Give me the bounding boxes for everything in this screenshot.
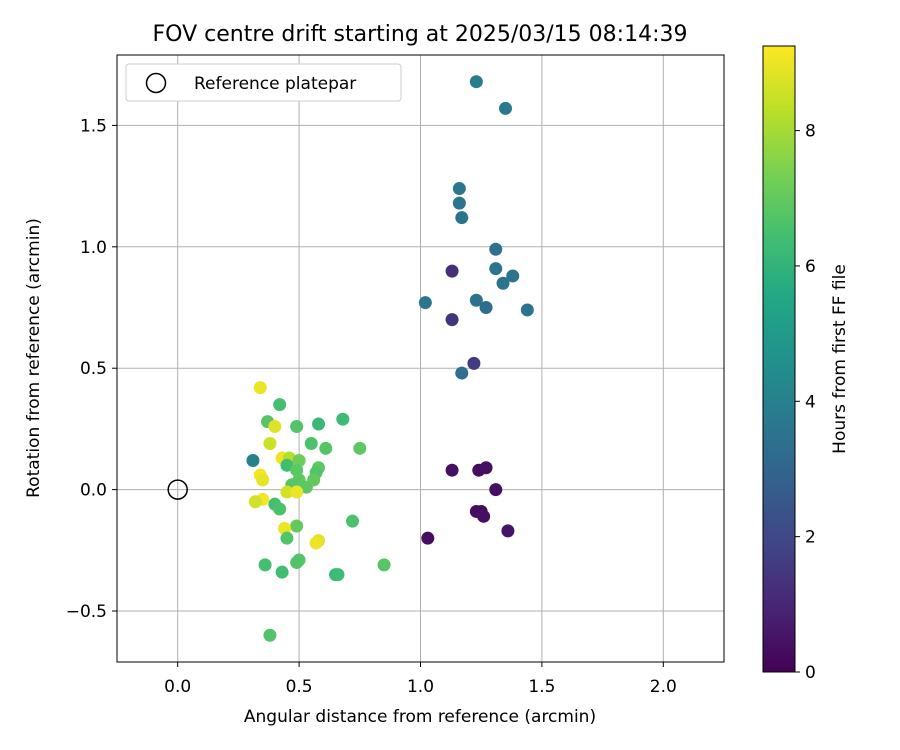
data-point [292, 453, 306, 467]
data-point [455, 211, 469, 225]
x-axis-ticks: 0.0 0.5 1.0 1.5 2.0 [164, 662, 677, 697]
colorbar-ticks: 0 2 4 6 8 [795, 122, 816, 683]
grid [117, 55, 724, 662]
data-point [256, 473, 270, 487]
data-point [452, 196, 466, 210]
data-point [418, 296, 432, 310]
data-point [290, 463, 304, 477]
legend-label: Reference platepar [194, 74, 356, 94]
data-point [469, 75, 483, 89]
data-point [290, 419, 304, 433]
reference-platepar-marker [167, 479, 188, 500]
data-points [246, 75, 534, 642]
data-point [421, 531, 435, 545]
data-point [479, 301, 493, 315]
data-point [258, 558, 272, 572]
y-tick-label: 0.0 [80, 481, 107, 501]
data-point [445, 463, 459, 477]
data-point [346, 514, 360, 528]
legend-open-circle-icon [145, 72, 167, 94]
data-point [290, 519, 304, 533]
data-point [319, 441, 333, 455]
data-point [445, 264, 459, 278]
data-point [273, 502, 287, 516]
data-point [278, 521, 292, 535]
data-point [336, 412, 350, 426]
y-axis-ticks: −0.5 0.0 0.5 1.0 1.5 [66, 116, 117, 622]
data-point [263, 436, 277, 450]
colorbar-tick-label: 2 [805, 528, 816, 548]
data-point [268, 419, 282, 433]
legend-box [125, 63, 402, 102]
colorbar: 0 2 4 6 8 Hours from first FF file [762, 45, 850, 683]
data-point [479, 461, 493, 475]
data-point [452, 182, 466, 196]
x-tick-label: 0.5 [286, 677, 313, 697]
colorbar-tick-label: 6 [805, 257, 816, 277]
data-point [253, 381, 267, 395]
data-point [455, 366, 469, 380]
data-point [331, 568, 345, 582]
data-point [469, 293, 483, 307]
y-tick-label: −0.5 [66, 602, 107, 622]
x-tick-label: 1.5 [528, 677, 555, 697]
x-axis-label: Angular distance from reference (arcmin) [244, 707, 596, 727]
data-point [467, 356, 481, 370]
data-point [280, 485, 294, 499]
data-point [496, 276, 510, 290]
data-point [290, 485, 304, 499]
data-point [275, 565, 289, 579]
colorbar-label: Hours from first FF file [830, 264, 850, 454]
colorbar-tick-label: 8 [805, 122, 816, 142]
data-point [309, 536, 323, 550]
data-point [280, 458, 294, 472]
data-point [506, 269, 520, 283]
data-point [477, 509, 491, 523]
data-point [501, 524, 515, 538]
data-point [445, 313, 459, 327]
x-tick-label: 2.0 [650, 677, 677, 697]
data-point [489, 262, 503, 276]
chart-title: FOV centre drift starting at 2025/03/15 … [153, 22, 688, 47]
data-point [377, 558, 391, 572]
y-tick-label: 1.0 [80, 238, 107, 258]
data-point [280, 531, 294, 545]
data-point [273, 398, 287, 412]
reference-marker-layer [167, 479, 188, 500]
data-point [299, 480, 313, 494]
colorbar-gradient [762, 45, 796, 673]
colorbar-tick-label: 0 [805, 663, 816, 683]
x-tick-label: 1.0 [407, 677, 434, 697]
data-point [489, 242, 503, 256]
y-tick-label: 0.5 [80, 359, 107, 379]
data-point [353, 441, 367, 455]
data-point [312, 417, 326, 431]
colorbar-tick-label: 4 [805, 392, 816, 412]
data-point [520, 303, 534, 317]
legend: Reference platepar [125, 63, 402, 102]
y-axis-label: Rotation from reference (arcmin) [24, 218, 44, 498]
data-point [304, 436, 318, 450]
data-point [263, 628, 277, 642]
x-tick-label: 0.0 [164, 677, 191, 697]
data-point [489, 483, 503, 497]
data-point [290, 555, 304, 569]
data-point [248, 495, 262, 509]
y-tick-label: 1.5 [80, 116, 107, 136]
data-point [246, 453, 260, 467]
data-point [498, 101, 512, 115]
